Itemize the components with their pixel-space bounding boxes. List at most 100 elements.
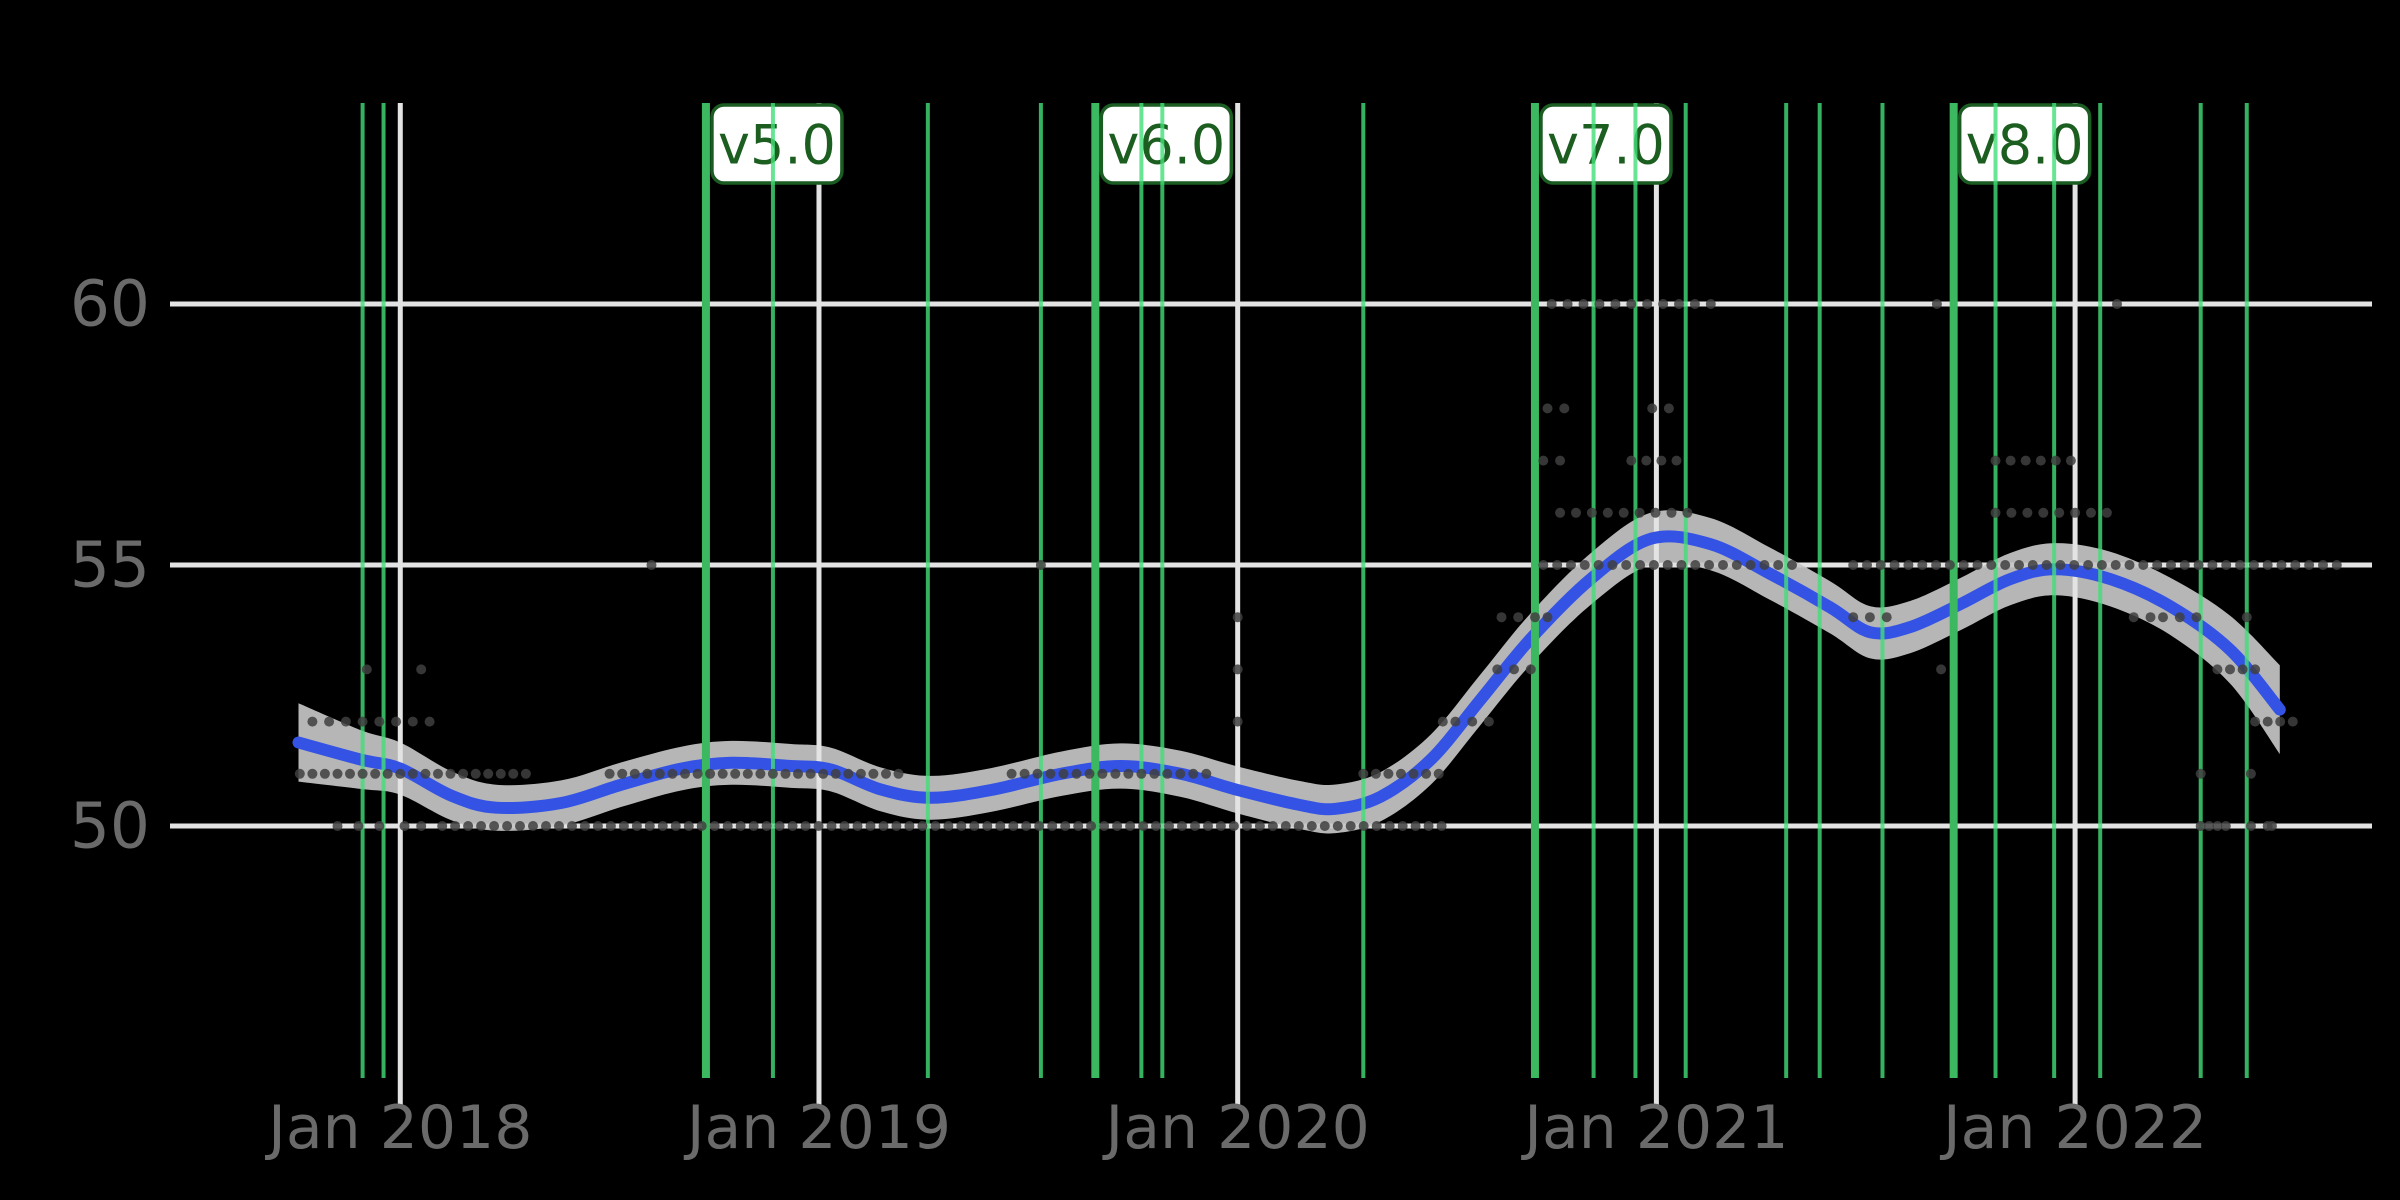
scatter-point <box>2086 507 2096 518</box>
scatter-point <box>1607 560 1618 570</box>
scatter-point <box>943 821 954 831</box>
scatter-point <box>1671 455 1682 466</box>
scatter-point <box>2275 716 2286 727</box>
scatter-point <box>579 821 590 831</box>
scatter-point <box>1319 821 1330 831</box>
scatter-point <box>1571 507 1581 518</box>
scatter-point <box>2235 560 2246 570</box>
scatter-point <box>730 768 741 779</box>
scatter-point <box>1848 612 1859 623</box>
y-tick-label: 50 <box>70 790 150 863</box>
scatter-point <box>1410 821 1421 831</box>
scatter-point <box>1483 716 1494 727</box>
scatter-point <box>642 768 653 779</box>
scatter-point <box>1358 821 1369 831</box>
scatter-point <box>1621 560 1632 570</box>
scatter-point <box>774 821 785 831</box>
scatter-point <box>995 821 1006 831</box>
scatter-point <box>463 821 474 831</box>
scatter-point <box>881 768 891 779</box>
scatter-point <box>2006 507 2017 518</box>
scatter-point <box>528 821 538 831</box>
x-tick-label: Jan 2019 <box>683 1093 951 1163</box>
scatter-point <box>1674 299 1684 309</box>
version-label: v7.0 <box>1547 114 1665 177</box>
scatter-point <box>1175 768 1186 779</box>
scatter-point <box>830 768 841 779</box>
scatter-point <box>345 768 355 779</box>
scatter-point <box>1306 821 1317 831</box>
scatter-point <box>2110 560 2121 570</box>
scatter-point <box>1663 403 1674 414</box>
scatter-point <box>2212 821 2223 831</box>
scatter-point <box>1562 299 1573 309</box>
scatter-point <box>2050 455 2061 466</box>
scatter-point <box>361 664 372 675</box>
scatter-point <box>1396 768 1406 779</box>
scatter-point <box>2112 299 2122 309</box>
scatter-point <box>644 821 655 831</box>
scatter-point <box>2241 612 2252 623</box>
scatter-point <box>1280 821 1291 831</box>
scatter-point <box>1032 768 1043 779</box>
scatter-point <box>1931 299 1942 309</box>
scatter-point <box>2276 560 2287 570</box>
scatter-point <box>1332 821 1343 831</box>
scatter-point <box>2054 507 2065 518</box>
x-tick-label: Jan 2020 <box>1102 1093 1370 1163</box>
scatter-point <box>1593 560 1604 570</box>
scatter-point <box>450 821 461 831</box>
scatter-point <box>470 768 481 779</box>
scatter-point <box>2174 612 2185 623</box>
scatter-point <box>1875 560 1886 570</box>
scatter-point <box>1656 455 1667 466</box>
scatter-point <box>2038 507 2049 518</box>
scatter-point <box>2101 507 2112 518</box>
scatter-point <box>1990 455 2001 466</box>
scatter-point <box>1384 821 1395 831</box>
scatter-point <box>1662 560 1673 570</box>
scatter-point <box>2304 560 2315 570</box>
scatter-point <box>1972 560 1983 570</box>
scatter-point <box>1371 821 1382 831</box>
scatter-point <box>1345 821 1356 831</box>
scatter-point <box>1433 768 1444 779</box>
scatter-point <box>476 821 487 831</box>
scatter-point <box>2070 507 2081 518</box>
scatter-point <box>805 768 816 779</box>
scatter-point <box>424 716 435 727</box>
scatter-point <box>1538 455 1549 466</box>
scatter-point <box>868 768 879 779</box>
scatter-point <box>2290 560 2301 570</box>
scatter-point <box>646 560 657 570</box>
scatter-point <box>893 768 904 779</box>
scatter-point <box>793 768 803 779</box>
scatter-point <box>1058 768 1069 779</box>
scatter-point <box>1689 299 1700 309</box>
scatter-point <box>735 821 746 831</box>
scatter-point <box>458 768 469 779</box>
scatter-point <box>2027 560 2038 570</box>
scatter-point <box>1958 560 1969 570</box>
scatter-point <box>1542 612 1553 623</box>
scatter-point <box>1086 821 1097 831</box>
scatter-point <box>592 821 603 831</box>
scatter-point <box>1267 821 1278 831</box>
scatter-point <box>1110 768 1121 779</box>
scatter-point <box>1546 299 1557 309</box>
scatter-point <box>2158 612 2168 623</box>
scatter-point <box>1641 455 1652 466</box>
scatter-point <box>1232 612 1243 623</box>
scatter-point <box>515 821 525 831</box>
scatter-point <box>800 821 811 831</box>
scatter-point <box>1626 455 1637 466</box>
scatter-point <box>2138 560 2149 570</box>
scatter-point <box>1383 768 1394 779</box>
scatter-point <box>332 821 343 831</box>
scatter-point <box>1618 507 1629 518</box>
scatter-point <box>1990 507 2001 518</box>
scatter-point <box>2221 560 2232 570</box>
scatter-point <box>818 768 829 779</box>
scatter-point <box>1421 768 1432 779</box>
